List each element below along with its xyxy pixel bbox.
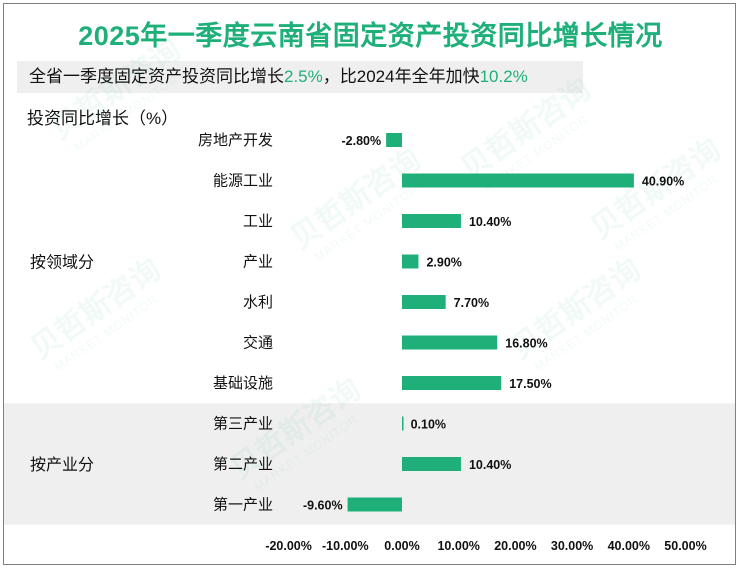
data-label-0-0: -2.80% [342, 134, 382, 148]
category-label-1-2: 第一产业 [213, 496, 273, 514]
data-label-0-2: 10.40% [469, 215, 511, 229]
bar-1-0 [402, 416, 404, 431]
x-tick-label-4: 20.00% [494, 539, 536, 553]
category-label-0-4: 水利 [243, 294, 273, 311]
chart-title: 2025年一季度云南省固定资产投资同比增长情况 [78, 21, 663, 51]
bar-0-0 [386, 133, 402, 147]
bar-0-6 [402, 376, 502, 390]
data-label-1-2: -9.60% [303, 499, 343, 513]
x-tick-label-1: -10.00% [322, 539, 369, 553]
category-label-1-0: 第三产业 [213, 415, 273, 433]
group-label-0: 按领域分 [30, 254, 94, 272]
category-label-0-2: 工业 [243, 213, 273, 230]
bar-1-2 [347, 497, 402, 512]
data-label-1-1: 10.40% [469, 458, 511, 472]
subtitle-middle: ，比2024年全年加快 [322, 67, 480, 86]
subtitle-value-growth: 2.5% [284, 67, 323, 86]
bar-0-3 [402, 254, 419, 269]
x-tick-label-7: 50.00% [664, 539, 706, 553]
data-label-1-0: 0.10% [411, 418, 446, 432]
category-label-0-5: 交通 [243, 334, 273, 352]
bar-0-5 [402, 335, 498, 350]
bar-0-4 [402, 295, 446, 309]
data-label-0-5: 16.80% [505, 337, 547, 351]
y-axis-label: 投资同比增长（%） [27, 109, 179, 128]
category-label-1-1: 第二产业 [213, 455, 273, 473]
bar-1-1 [402, 457, 461, 471]
group-label-1: 按产业分 [30, 456, 94, 474]
x-tick-label-3: 10.00% [437, 539, 479, 553]
subtitle-value-acceleration: 10.2% [479, 67, 528, 86]
x-tick-label-6: 40.00% [608, 539, 650, 553]
data-label-0-6: 17.50% [509, 377, 551, 391]
category-label-0-1: 能源工业 [213, 173, 273, 190]
x-tick-label-5: 30.00% [551, 539, 593, 553]
subtitle-box: 全省一季度固定资产投资同比增长2.5%，比2024年全年加快10.2% [17, 61, 583, 93]
category-label-0-3: 产业 [243, 254, 273, 271]
data-label-0-3: 2.90% [426, 256, 461, 270]
x-tick-label-0: -20.00% [265, 539, 312, 553]
bar-0-2 [402, 214, 461, 228]
data-label-0-1: 40.90% [642, 175, 684, 189]
subtitle-prefix: 全省一季度固定资产投资同比增长 [29, 67, 284, 86]
data-label-0-4: 7.70% [454, 296, 489, 310]
category-label-0-0: 房地产开发 [198, 132, 273, 149]
bar-0-1 [402, 173, 634, 188]
x-tick-label-2: 0.00% [384, 539, 419, 553]
category-label-0-6: 基础设施 [213, 375, 273, 392]
